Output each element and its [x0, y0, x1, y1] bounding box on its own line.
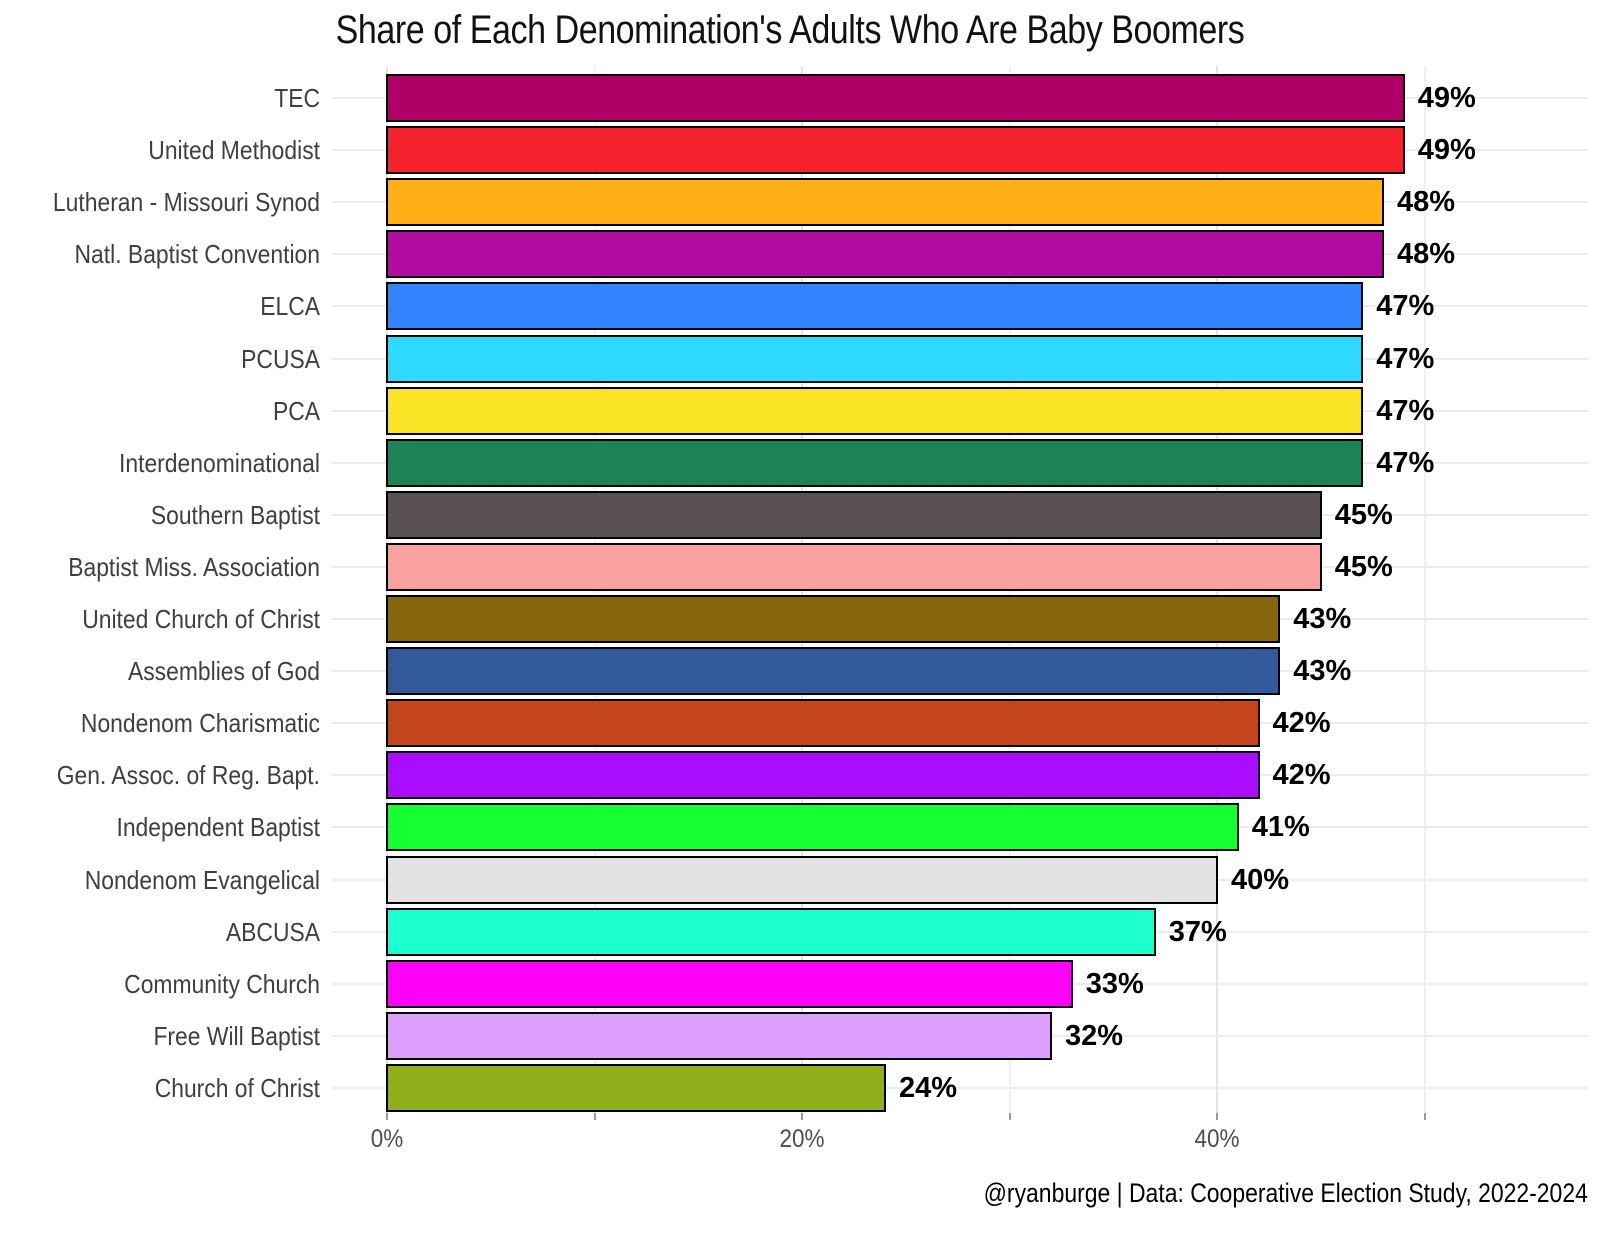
y-axis-label: Gen. Assoc. of Reg. Bapt. — [56, 760, 320, 791]
bar — [386, 386, 1364, 435]
x-axis-tick — [593, 1113, 596, 1120]
bar-value-label: 49% — [1417, 82, 1476, 114]
bar-value-label: 24% — [899, 1071, 958, 1104]
bar — [386, 1011, 1052, 1060]
y-axis-label: Nondenom Charismatic — [80, 708, 320, 739]
x-axis-tick — [801, 1113, 803, 1120]
bar-value-label: 42% — [1272, 707, 1331, 740]
bar-value-label: 32% — [1065, 1019, 1124, 1052]
bar — [386, 855, 1218, 904]
bar-value-label: 42% — [1272, 759, 1331, 792]
x-axis-tick — [1216, 1113, 1218, 1120]
bar-value-label: 41% — [1251, 811, 1310, 844]
y-axis-label: Nondenom Evangelical — [84, 864, 320, 895]
x-axis-tick — [1423, 1113, 1426, 1120]
y-axis-label: Church of Christ — [154, 1072, 320, 1103]
y-axis-label: Southern Baptist — [150, 499, 320, 530]
bar — [386, 334, 1364, 383]
bar — [386, 907, 1156, 956]
chart-title: Share of Each Denomination's Adults Who … — [335, 8, 1245, 52]
y-axis-label: Baptist Miss. Association — [68, 551, 320, 582]
y-axis-label: Lutheran - Missouri Synod — [52, 187, 320, 218]
y-axis-label: Assemblies of God — [127, 656, 320, 687]
y-axis-label: ABCUSA — [225, 916, 320, 947]
y-axis-label: Interdenominational — [119, 447, 321, 478]
bar — [386, 803, 1239, 852]
bar — [386, 282, 1364, 331]
bar-value-label: 48% — [1397, 186, 1456, 219]
bar — [386, 74, 1405, 122]
bar — [386, 595, 1281, 643]
bar — [386, 178, 1384, 227]
x-gridline-minor — [1423, 66, 1426, 1113]
bar-value-label: 45% — [1334, 498, 1393, 531]
bar — [386, 542, 1322, 591]
bar-value-label: 37% — [1168, 915, 1227, 948]
bar — [386, 751, 1260, 800]
y-axis-label: Community Church — [124, 968, 320, 999]
x-axis-tick-label: 20% — [779, 1125, 825, 1153]
y-axis-label: PCUSA — [241, 343, 320, 374]
chart-caption: @ryanburge | Data: Cooperative Election … — [983, 1178, 1588, 1208]
x-axis-tick — [386, 1113, 388, 1120]
bar — [386, 647, 1281, 696]
bar-value-label: 47% — [1376, 290, 1435, 323]
y-axis-label: TEC — [274, 83, 320, 113]
bar-value-label: 33% — [1085, 967, 1144, 1000]
y-axis-label: ELCA — [260, 291, 320, 322]
bar-value-label: 47% — [1376, 394, 1435, 427]
bar — [386, 230, 1384, 279]
y-axis-label: PCA — [272, 395, 320, 426]
plot-panel: 49% 49% 48% 48% 47% 47% 47% 47% 45% 45% 43% 43% 42% 4… — [332, 66, 1588, 1113]
bar-value-label: 47% — [1376, 446, 1435, 479]
bar — [386, 438, 1364, 487]
bar-value-label: 43% — [1293, 603, 1352, 635]
bar — [386, 490, 1322, 539]
x-axis-tick-label: 40% — [1194, 1125, 1240, 1153]
y-axis-label: Independent Baptist — [116, 812, 320, 843]
y-axis-label: Free Will Baptist — [153, 1020, 320, 1051]
y-axis-label: United Methodist — [148, 135, 320, 166]
y-axis-label: Natl. Baptist Convention — [74, 239, 320, 270]
bar-value-label: 43% — [1293, 655, 1352, 688]
category-gridline — [332, 1086, 1588, 1089]
y-axis-label: United Church of Christ — [82, 604, 320, 634]
x-axis-tick — [1008, 1113, 1011, 1120]
x-axis-tick-label: 0% — [370, 1125, 404, 1153]
bar — [386, 1063, 886, 1112]
bar — [386, 126, 1405, 175]
bar-value-label: 47% — [1376, 342, 1435, 375]
bar — [386, 699, 1260, 748]
bar-value-label: 45% — [1334, 550, 1393, 583]
bar-value-label: 40% — [1231, 863, 1290, 896]
bar-value-label: 48% — [1397, 238, 1456, 271]
bar-value-label: 49% — [1417, 134, 1476, 167]
bar — [386, 959, 1073, 1008]
